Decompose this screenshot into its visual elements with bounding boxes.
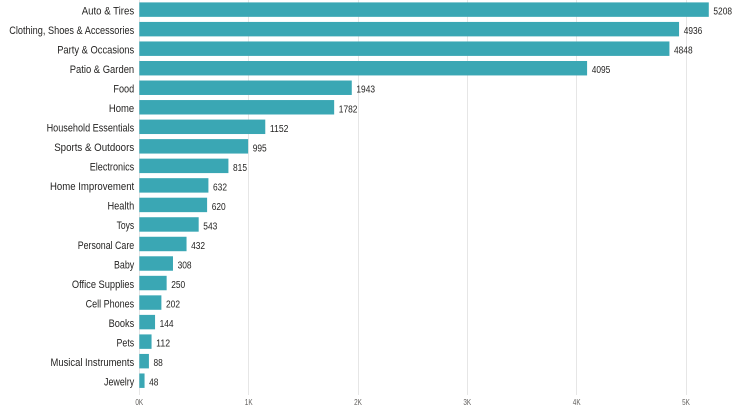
svg-text:4K: 4K <box>573 397 581 407</box>
svg-text:815: 815 <box>233 163 247 174</box>
svg-text:432: 432 <box>191 241 205 252</box>
svg-text:1K: 1K <box>245 397 253 407</box>
svg-text:5K: 5K <box>682 397 690 407</box>
svg-text:Office Supplies: Office Supplies <box>72 279 135 291</box>
svg-text:48: 48 <box>149 378 159 389</box>
svg-text:112: 112 <box>156 339 170 350</box>
svg-text:Party & Occasions: Party & Occasions <box>57 44 134 56</box>
svg-text:4095: 4095 <box>592 65 611 76</box>
svg-text:5208: 5208 <box>713 7 732 18</box>
svg-text:543: 543 <box>203 221 217 232</box>
svg-text:Electronics: Electronics <box>90 162 135 174</box>
svg-text:4848: 4848 <box>674 46 693 57</box>
svg-text:632: 632 <box>213 182 227 193</box>
svg-text:Food: Food <box>113 84 134 96</box>
svg-text:Musical Instruments: Musical Instruments <box>51 357 135 369</box>
svg-text:Toys: Toys <box>117 220 135 232</box>
svg-text:Baby: Baby <box>114 259 135 271</box>
svg-text:2K: 2K <box>354 397 362 407</box>
svg-text:620: 620 <box>212 202 226 213</box>
svg-text:Personal Care: Personal Care <box>78 240 135 252</box>
svg-text:1782: 1782 <box>339 104 358 115</box>
svg-text:Auto & Tires: Auto & Tires <box>82 5 135 17</box>
svg-text:202: 202 <box>166 300 180 311</box>
svg-text:Jewelry: Jewelry <box>104 376 135 388</box>
svg-text:Pets: Pets <box>117 337 135 349</box>
svg-text:Home Improvement: Home Improvement <box>50 181 134 193</box>
svg-text:Clothing, Shoes & Accessories: Clothing, Shoes & Accessories <box>9 25 134 37</box>
svg-text:1943: 1943 <box>356 85 375 96</box>
svg-text:Home: Home <box>109 103 134 115</box>
svg-text:4936: 4936 <box>684 26 703 37</box>
svg-text:3K: 3K <box>463 397 471 407</box>
svg-text:308: 308 <box>178 260 192 271</box>
svg-text:Books: Books <box>109 318 135 330</box>
svg-text:Cell Phones: Cell Phones <box>86 298 135 310</box>
svg-text:Health: Health <box>108 201 135 213</box>
svg-text:995: 995 <box>253 143 267 154</box>
svg-text:Patio & Garden: Patio & Garden <box>70 64 135 76</box>
svg-text:Household Essentials: Household Essentials <box>47 123 135 135</box>
svg-text:144: 144 <box>160 319 174 330</box>
svg-text:0K: 0K <box>135 397 143 407</box>
svg-text:Sports & Outdoors: Sports & Outdoors <box>54 142 134 154</box>
svg-text:250: 250 <box>171 280 185 291</box>
svg-text:88: 88 <box>154 358 164 369</box>
svg-text:1152: 1152 <box>270 124 289 135</box>
